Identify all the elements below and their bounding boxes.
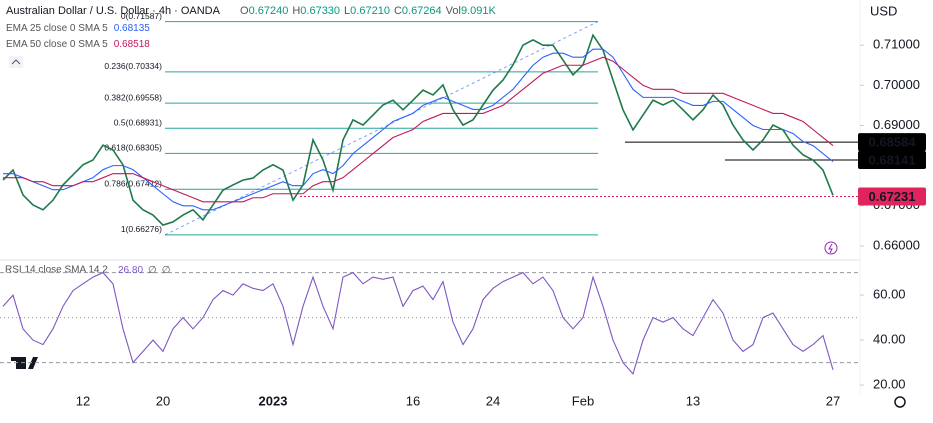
legend-name: EMA 25 close 0 SMA 5: [6, 23, 108, 34]
rsi-legend-value: ∅: [148, 265, 157, 276]
ohlc-label: L: [344, 5, 350, 17]
x-tick-label: 27: [826, 393, 840, 408]
x-tick-label: 12: [76, 393, 90, 408]
legend-value: 0.68135: [114, 23, 151, 34]
x-tick-label: 13: [686, 393, 700, 408]
fib-label: 1(0.66276): [121, 224, 162, 234]
x-tick-label: 24: [486, 393, 500, 408]
series-line: [2, 271, 834, 375]
fib-label: 0.786(0.67412): [104, 178, 162, 188]
price-label-box: [858, 187, 926, 206]
series-line: [3, 56, 834, 203]
x-tick-label: 16: [406, 393, 420, 408]
fib-trend: [164, 21, 599, 236]
legend-name: EMA 50 close 0 SMA 5: [6, 39, 108, 50]
ohlc-value: 0.67240: [249, 5, 289, 17]
ohlc-value: 0.67210: [350, 5, 390, 17]
y-tick-label: 0.69000: [873, 117, 920, 132]
rsi-legend-value: 26.80: [118, 265, 143, 276]
y-tick-label: 0.66000: [873, 237, 920, 252]
price-label: 0.68141: [869, 152, 916, 167]
legend-entry: EMA 25 close 0 SMA 5 0.68135: [6, 23, 150, 34]
price-label: 0.68584: [869, 135, 917, 150]
rsi-tick-label: 40.00: [873, 332, 906, 347]
fib-label: 0.382(0.69558): [104, 92, 162, 102]
ohlc-value: 9.091K: [461, 5, 497, 17]
settings-icon[interactable]: [894, 396, 906, 408]
ohlc-value: 0.67330: [300, 5, 340, 17]
lightning-icon[interactable]: [824, 241, 838, 255]
price-label-box: [858, 133, 926, 152]
rsi-title: RSI 14 close SMA 14 2: [5, 265, 108, 276]
series-line: [3, 48, 834, 211]
series-line: [2, 33, 834, 226]
fib-label: 0.5(0.68931): [114, 117, 162, 127]
currency: USD: [870, 3, 897, 18]
ohlc-label: H: [292, 5, 300, 17]
x-tick-label: 20: [156, 393, 170, 408]
ohlc-value: 0.67264: [402, 5, 442, 17]
legend-value: 0.68518: [114, 39, 151, 50]
y-tick-label: 0.70000: [873, 77, 920, 92]
chart-title: Australian Dollar / U.S. Dollar · 4h · O…: [6, 5, 221, 17]
legend-entry: EMA 50 close 0 SMA 5 0.68518: [6, 39, 150, 50]
ohlc: O0.67240 H0.67330 L0.67210 C0.67264 Vol9.091…: [240, 5, 496, 17]
rsi-tick-label: 20.00: [873, 377, 906, 392]
price-label-box: [858, 150, 926, 169]
ohlc-label: O: [240, 5, 249, 17]
ohlc-label: C: [394, 5, 402, 17]
ohlc-label: Vol: [446, 5, 461, 17]
rsi-legend: 26.80 ∅ ∅: [118, 265, 170, 276]
rsi-tick-label: 60.00: [873, 287, 906, 302]
fib-label: 0(0.71587): [121, 11, 162, 21]
rsi-legend-value: ∅: [162, 265, 171, 276]
fib-label: 0.236(0.70334): [104, 61, 162, 71]
fib-label: 0.618(0.68305): [104, 143, 162, 153]
price-label: 0.67231: [869, 189, 916, 204]
x-tick-label: 2023: [259, 393, 288, 408]
y-tick-label: 0.71000: [873, 37, 920, 52]
x-tick-label: Feb: [572, 393, 594, 408]
collapse-icon[interactable]: [9, 56, 23, 68]
